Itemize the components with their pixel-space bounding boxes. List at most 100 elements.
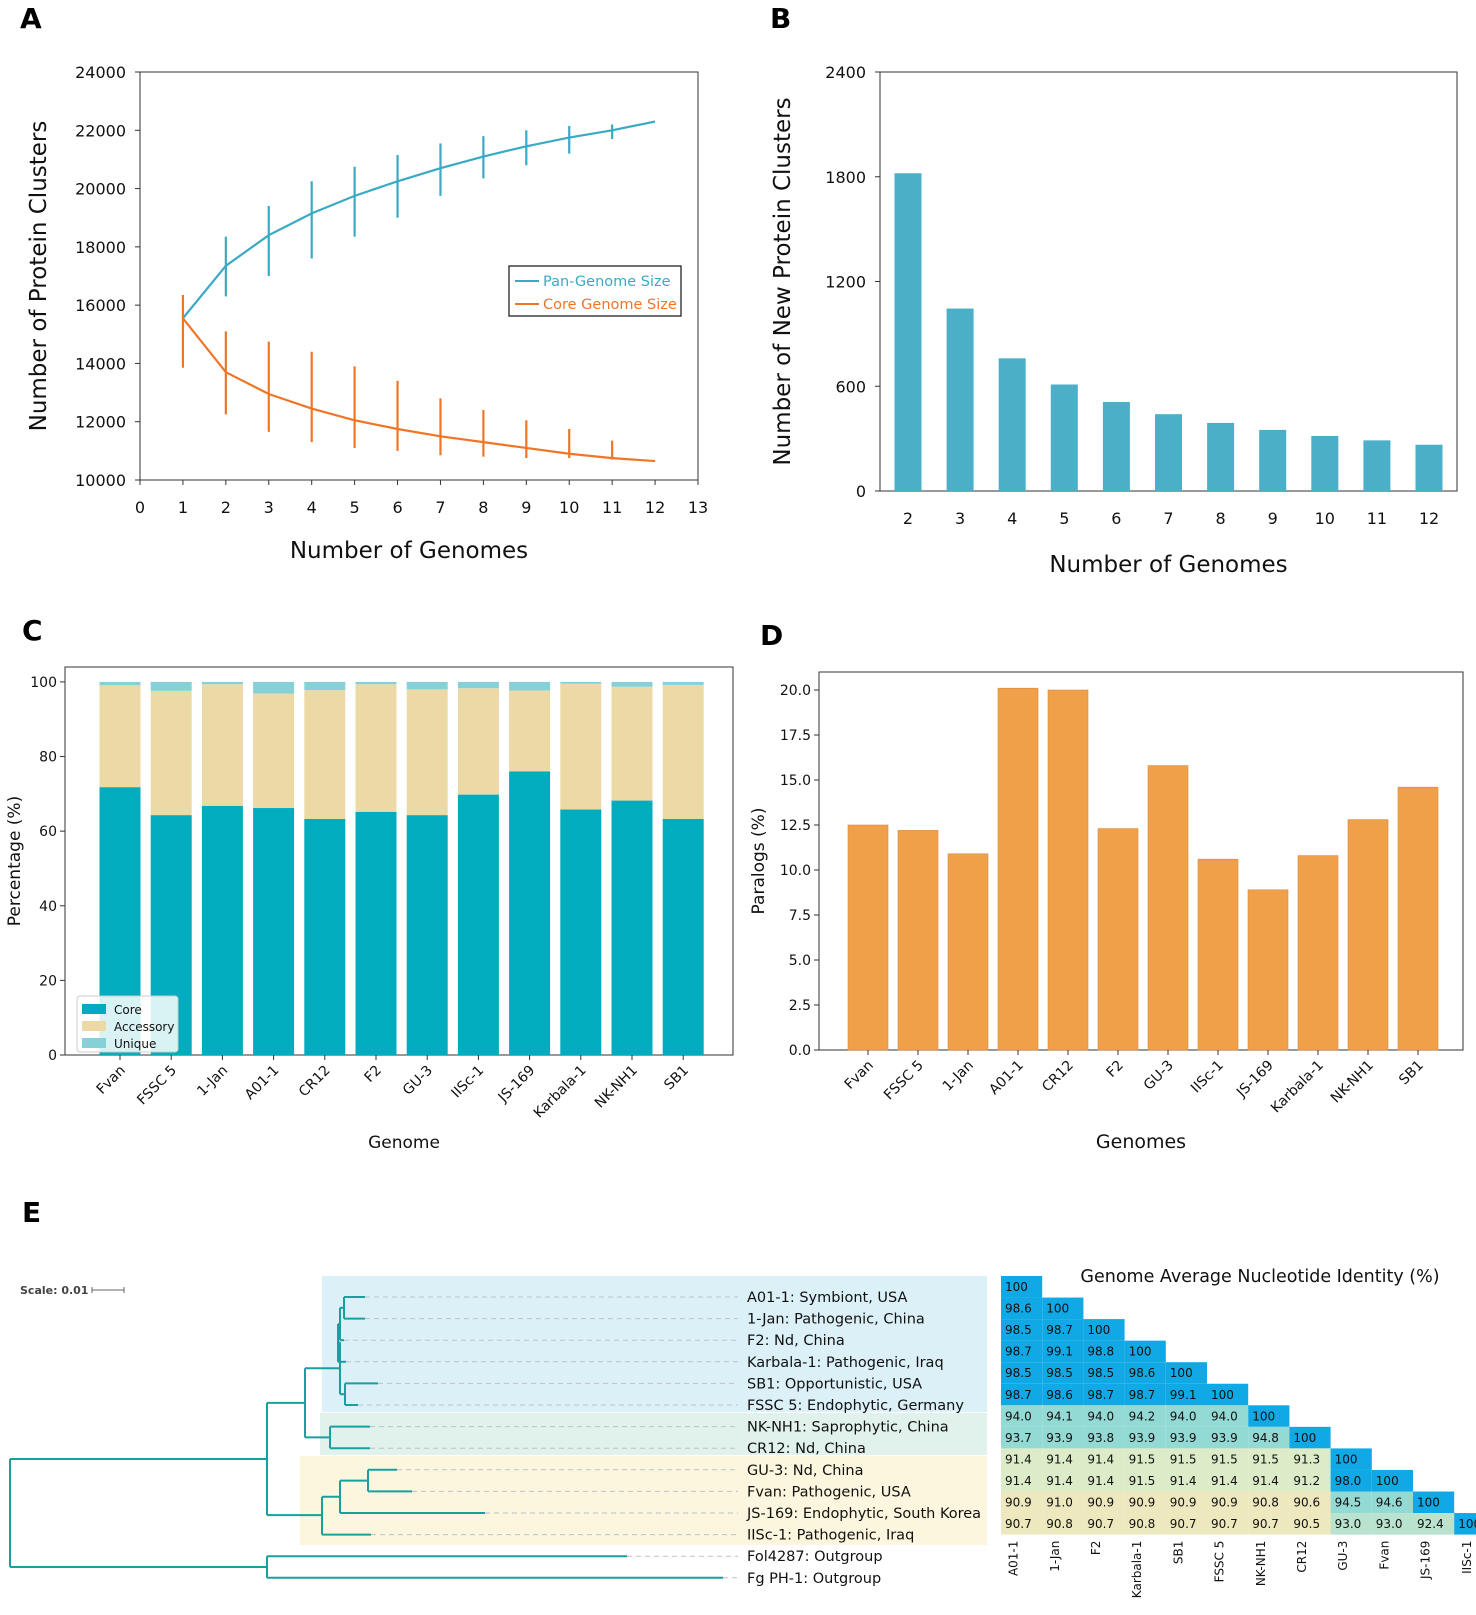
ani-axis-label: F2: [1089, 1541, 1103, 1556]
x-tick-label: 5: [1059, 509, 1069, 528]
new-protein-clusters-chart: 0 600 1200 1800 2400 2 3 4 5 6 7 8 9 10 11 12 Number of …: [770, 63, 1458, 578]
ani-axis-label: GU-3: [1336, 1541, 1350, 1571]
ani-cell: [1207, 1383, 1249, 1406]
ani-cell: [1042, 1469, 1084, 1492]
ani-cell-value: 94.5: [1335, 1496, 1362, 1510]
stacked-bar-segment-core: [509, 771, 551, 1055]
ani-cell: [1001, 1340, 1043, 1363]
legend-label: Pan-Genome Size: [543, 274, 671, 290]
ani-cell-value: 91.5: [1129, 1452, 1156, 1466]
bar: [847, 824, 889, 1051]
x-tick-label: 2: [903, 509, 913, 528]
ani-cell-value: 91.4: [1087, 1452, 1114, 1466]
x-tick-label: A01-1: [242, 1063, 283, 1104]
stacked-bar-segment-accessory: [253, 693, 295, 809]
leaf-label: Fol4287: Outgroup: [747, 1549, 883, 1565]
ani-cell-value: 90.7: [1005, 1517, 1032, 1531]
x-axis-label: Number of Genomes: [1049, 552, 1287, 578]
ani-cell: [1165, 1405, 1207, 1427]
ani-cell-value: 98.7: [1087, 1388, 1114, 1402]
stacked-bar-segment-core: [560, 809, 602, 1055]
stacked-bar-segment-unique: [457, 681, 499, 689]
x-tick-label: Fvan: [842, 1058, 877, 1093]
x-tick-label: 1-Jan: [940, 1058, 977, 1095]
x-tick-label: FSSC 5: [134, 1063, 180, 1109]
ani-cell: [1042, 1319, 1084, 1341]
ani-cell-value: 91.4: [1046, 1474, 1073, 1488]
ani-cell-value: 98.5: [1087, 1366, 1114, 1380]
y-axis-label: Percentage (%): [5, 796, 25, 926]
panel-label-e: E: [22, 1196, 41, 1229]
pan-core-genome-chart: 0 1 2 3 4 5 6 7 8 9 10 11 12 131000012000140001600018…: [26, 63, 708, 564]
ani-cell: [1289, 1491, 1331, 1514]
ani-cell: [1083, 1448, 1125, 1470]
ani-cell: [1124, 1362, 1166, 1384]
ani-cell: [1001, 1513, 1043, 1535]
ani-cell-value: 91.5: [1211, 1452, 1238, 1466]
leaf-label: IISc-1: Pathogenic, Iraq: [747, 1528, 914, 1544]
ani-cell-value: 90.9: [1170, 1496, 1197, 1510]
stacked-bar-segment-accessory: [509, 690, 551, 772]
ani-cell-value: 98.7: [1129, 1388, 1156, 1402]
ani-cell: [1124, 1448, 1166, 1470]
x-tick-label: 2: [221, 498, 231, 517]
x-tick-label: NK-NH1: [592, 1063, 641, 1112]
x-tick-label: 6: [1111, 509, 1121, 528]
ani-cell-value: 99.1: [1046, 1345, 1073, 1359]
ani-cell: [1042, 1448, 1084, 1470]
ani-cell-value: 91.4: [1005, 1452, 1032, 1466]
y-tick-label: 60: [39, 824, 57, 840]
ani-cell: [1330, 1469, 1372, 1492]
ani-cell: [1083, 1426, 1125, 1449]
ani-cell: [1248, 1513, 1290, 1535]
ani-axis-label: SB1: [1171, 1541, 1185, 1564]
stacked-bar-segment-accessory: [99, 685, 141, 788]
ani-cell-value: 98.7: [1005, 1345, 1032, 1359]
stacked-bar-segment-unique: [355, 681, 397, 685]
ani-cell-value: 90.9: [1005, 1496, 1032, 1510]
x-tick-label: 3: [264, 498, 274, 517]
ani-cell-value: 91.4: [1170, 1474, 1197, 1488]
ani-cell-value: 100: [1417, 1496, 1440, 1510]
ani-cell-value: 98.6: [1005, 1302, 1032, 1316]
stacked-bar-segment-core: [253, 808, 295, 1055]
legend-swatch: [82, 1004, 106, 1014]
ani-cell-value: 90.7: [1170, 1517, 1197, 1531]
stacked-bar-segment-accessory: [355, 684, 397, 812]
ani-cell: [1248, 1448, 1290, 1470]
stacked-bar-segment-unique: [406, 681, 448, 690]
x-tick-label: 11: [602, 498, 622, 517]
x-tick-label: 10: [559, 498, 579, 517]
ani-cell-value: 90.7: [1211, 1517, 1238, 1531]
paralogs-chart: 0.0 2.5 5.0 7.5 10.0 12.5 15.0 17.5 20.0 Fvan FSSC…: [749, 671, 1464, 1153]
ani-cell-value: 90.8: [1129, 1517, 1156, 1531]
ani-cell-value: 91.5: [1170, 1452, 1197, 1466]
ani-cell-value: 98.5: [1005, 1323, 1032, 1337]
ani-cell: [1083, 1319, 1125, 1341]
ani-cell: [1124, 1491, 1166, 1514]
ani-cell: [1083, 1513, 1125, 1535]
ani-cell: [1124, 1426, 1166, 1449]
stacked-bar-segment-core: [304, 818, 346, 1055]
stacked-bar-segment-core: [201, 805, 243, 1055]
leaf-label: GU-3: Nd, China: [747, 1463, 864, 1479]
bar: [1197, 858, 1239, 1051]
ani-cell: [1330, 1448, 1372, 1470]
ani-cell-value: 94.2: [1129, 1409, 1156, 1423]
x-tick-label: 7: [1163, 509, 1173, 528]
ani-axis-label: CR12: [1295, 1541, 1309, 1573]
x-tick-label: 1-Jan: [194, 1063, 231, 1100]
bar: [946, 308, 974, 491]
ani-title: Genome Average Nucleotide Identity (%): [1080, 1267, 1439, 1287]
y-tick-label: 12000: [75, 413, 126, 432]
ani-cell-value: 98.5: [1005, 1366, 1032, 1380]
bar: [1207, 422, 1235, 491]
ani-cell-value: 91.5: [1129, 1474, 1156, 1488]
stacked-bar-segment-unique: [201, 681, 243, 685]
x-tick-label: SB1: [1396, 1058, 1427, 1089]
stacked-bar-segment-unique: [150, 681, 192, 691]
ani-cell-value: 94.1: [1046, 1409, 1073, 1423]
ani-cell-value: 90.9: [1087, 1496, 1114, 1510]
bar: [1363, 440, 1391, 491]
x-tick-label: 9: [1268, 509, 1278, 528]
